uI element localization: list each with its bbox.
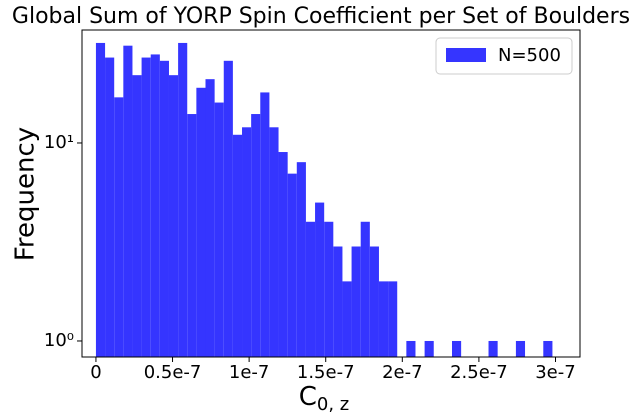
bar — [105, 57, 115, 357]
bar — [360, 221, 370, 357]
chart-title: Global Sum of YORP Spin Coefficient per … — [12, 4, 630, 29]
bar — [342, 281, 352, 357]
x-tick-label: 2.5e-7 — [450, 362, 508, 383]
bar — [424, 340, 434, 357]
x-axis-label-subscript: 0, z — [317, 394, 349, 415]
y-tick-label: 10⁰ — [44, 330, 74, 351]
bar — [305, 221, 316, 357]
bar — [488, 340, 498, 357]
bar — [242, 127, 252, 358]
bar — [95, 42, 106, 357]
bar — [296, 162, 306, 357]
bar — [388, 281, 398, 357]
legend-box — [435, 37, 573, 75]
bar — [324, 221, 334, 357]
x-tick-label: 0.5e-7 — [144, 362, 202, 383]
y-axis-label: Frequency — [11, 127, 41, 261]
x-tick-label: 1e-7 — [229, 362, 269, 383]
bar — [278, 152, 288, 357]
bar — [114, 97, 124, 357]
bar — [141, 57, 151, 357]
x-tick-label: 2e-7 — [382, 362, 422, 383]
bar — [451, 340, 462, 357]
x-axis-label-main: C — [299, 382, 317, 412]
bar — [223, 60, 233, 358]
bar — [378, 281, 389, 357]
bar — [196, 87, 206, 357]
plot-frame — [81, 29, 581, 358]
x-tick-label: 1.5e-7 — [297, 362, 355, 383]
legend-label: N=500 — [498, 45, 561, 66]
bar — [515, 340, 526, 357]
bar — [205, 79, 215, 357]
y-tick-label: 10¹ — [44, 132, 74, 153]
bar — [315, 202, 325, 357]
bar — [232, 134, 243, 357]
x-tick-label: 3e-7 — [535, 362, 575, 383]
legend-swatch — [446, 48, 486, 62]
bar — [543, 340, 553, 357]
bar — [214, 102, 224, 357]
bar — [187, 114, 197, 357]
x-axis-label: C0, z — [299, 382, 350, 416]
bar — [150, 54, 160, 357]
bar — [260, 92, 270, 357]
bar — [159, 60, 169, 358]
bar — [369, 246, 379, 357]
bar — [178, 42, 188, 357]
bar — [351, 246, 361, 357]
bar — [251, 114, 261, 357]
bar — [287, 173, 297, 357]
bar — [406, 340, 416, 357]
bar — [333, 246, 343, 357]
bar — [132, 75, 142, 357]
bar — [123, 45, 133, 357]
bar — [168, 75, 179, 357]
bar — [269, 127, 279, 358]
x-tick-label: 0 — [90, 362, 101, 383]
